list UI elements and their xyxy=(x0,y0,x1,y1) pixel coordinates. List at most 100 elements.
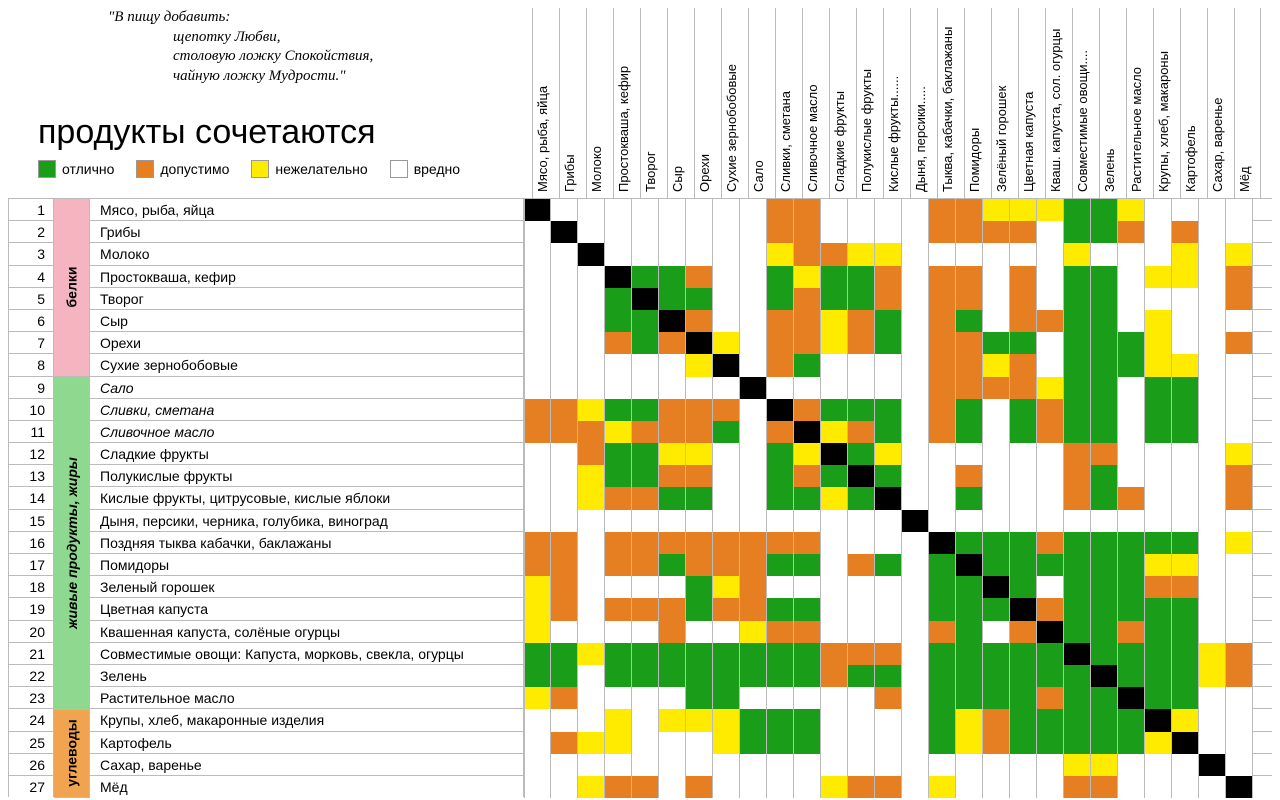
matrix-cell xyxy=(551,687,578,709)
row-number: 22 xyxy=(8,665,54,686)
matrix-cell xyxy=(983,421,1010,443)
matrix-row: 8Сухие зернобобовые xyxy=(8,353,1272,375)
matrix-cell xyxy=(821,221,848,243)
matrix-cell xyxy=(1010,487,1037,509)
row-label: Зеленый горошек xyxy=(90,576,524,597)
matrix-cell xyxy=(956,310,983,332)
matrix-cell xyxy=(902,510,929,532)
legend-item: вредно xyxy=(390,160,460,178)
matrix-cell xyxy=(956,221,983,243)
matrix-cell xyxy=(686,776,713,798)
matrix-cell xyxy=(983,576,1010,598)
matrix-cell xyxy=(767,510,794,532)
matrix-cell xyxy=(902,598,929,620)
matrix-cell xyxy=(767,532,794,554)
matrix-cell xyxy=(1091,310,1118,332)
matrix-cell xyxy=(686,687,713,709)
matrix-cell xyxy=(686,709,713,731)
matrix-cell xyxy=(713,443,740,465)
matrix-cell xyxy=(551,732,578,754)
matrix-cell xyxy=(578,598,605,620)
matrix-cell xyxy=(875,199,902,221)
matrix-cell xyxy=(848,754,875,776)
matrix-cell xyxy=(551,288,578,310)
matrix-row: 14Кислые фрукты, цитрусовые, кислые ябло… xyxy=(8,486,1272,508)
matrix-cell xyxy=(551,510,578,532)
matrix-cell xyxy=(1226,421,1253,443)
matrix-cell xyxy=(1145,487,1172,509)
matrix-cell xyxy=(794,709,821,731)
matrix-cell xyxy=(956,754,983,776)
matrix-cell xyxy=(1118,687,1145,709)
matrix-cell xyxy=(821,288,848,310)
matrix-cell xyxy=(740,465,767,487)
column-header: Полукислые фрукты xyxy=(856,8,883,198)
matrix-cell xyxy=(821,754,848,776)
matrix-cell xyxy=(1145,377,1172,399)
matrix-cell xyxy=(713,243,740,265)
row-number: 6 xyxy=(8,310,54,331)
matrix-cell xyxy=(1199,643,1226,665)
matrix-row: 4Простокваша, кефир xyxy=(8,265,1272,287)
matrix-cell xyxy=(1037,709,1064,731)
matrix-cell xyxy=(983,732,1010,754)
matrix-cell xyxy=(686,487,713,509)
matrix-cell xyxy=(794,377,821,399)
matrix-cell xyxy=(821,643,848,665)
matrix-cell xyxy=(578,221,605,243)
matrix-cell xyxy=(902,199,929,221)
matrix-cell xyxy=(821,776,848,798)
matrix-cell xyxy=(1199,421,1226,443)
matrix-cell xyxy=(1091,532,1118,554)
matrix-cell xyxy=(821,532,848,554)
matrix-cell xyxy=(902,465,929,487)
row-cells xyxy=(524,221,1253,242)
matrix-cell xyxy=(1226,576,1253,598)
matrix-cell xyxy=(1145,643,1172,665)
matrix-cell xyxy=(1118,532,1145,554)
matrix-cell xyxy=(929,221,956,243)
matrix-cell xyxy=(875,554,902,576)
matrix-cell xyxy=(578,354,605,376)
matrix-cell xyxy=(1145,621,1172,643)
matrix-cell xyxy=(767,310,794,332)
matrix-cell xyxy=(929,687,956,709)
matrix-cell xyxy=(1037,221,1064,243)
matrix-cell xyxy=(821,465,848,487)
matrix-cell xyxy=(1172,776,1199,798)
matrix-cell xyxy=(578,377,605,399)
matrix-row: 10Сливки, сметана xyxy=(8,398,1272,420)
matrix-cell xyxy=(1199,665,1226,687)
row-cells xyxy=(524,732,1253,753)
matrix-cell xyxy=(1037,687,1064,709)
matrix-cell xyxy=(1064,221,1091,243)
matrix-cell xyxy=(1172,465,1199,487)
matrix-cell xyxy=(875,465,902,487)
matrix-cell xyxy=(875,510,902,532)
matrix-cell xyxy=(659,621,686,643)
matrix-cell xyxy=(794,687,821,709)
matrix-cell xyxy=(740,754,767,776)
row-number: 3 xyxy=(8,243,54,264)
matrix-cell xyxy=(956,510,983,532)
matrix-cell xyxy=(956,621,983,643)
matrix-cell xyxy=(1172,487,1199,509)
matrix-cell xyxy=(821,443,848,465)
matrix-cell xyxy=(632,554,659,576)
matrix-cell xyxy=(1037,532,1064,554)
matrix-cell xyxy=(875,776,902,798)
column-header: Творог xyxy=(640,8,667,198)
matrix-cell xyxy=(1064,665,1091,687)
matrix-cell xyxy=(767,732,794,754)
matrix-cell xyxy=(1199,199,1226,221)
matrix-cell xyxy=(1172,732,1199,754)
row-label: Кислые фрукты, цитрусовые, кислые яблоки xyxy=(90,487,524,508)
column-header: Кислые фрукты...... xyxy=(883,8,910,198)
matrix-cell xyxy=(1118,732,1145,754)
matrix-cell xyxy=(1118,266,1145,288)
matrix-cell xyxy=(956,399,983,421)
matrix-cell xyxy=(767,687,794,709)
legend-label: вредно xyxy=(414,161,460,177)
matrix-cell xyxy=(632,487,659,509)
matrix-cell xyxy=(1226,199,1253,221)
